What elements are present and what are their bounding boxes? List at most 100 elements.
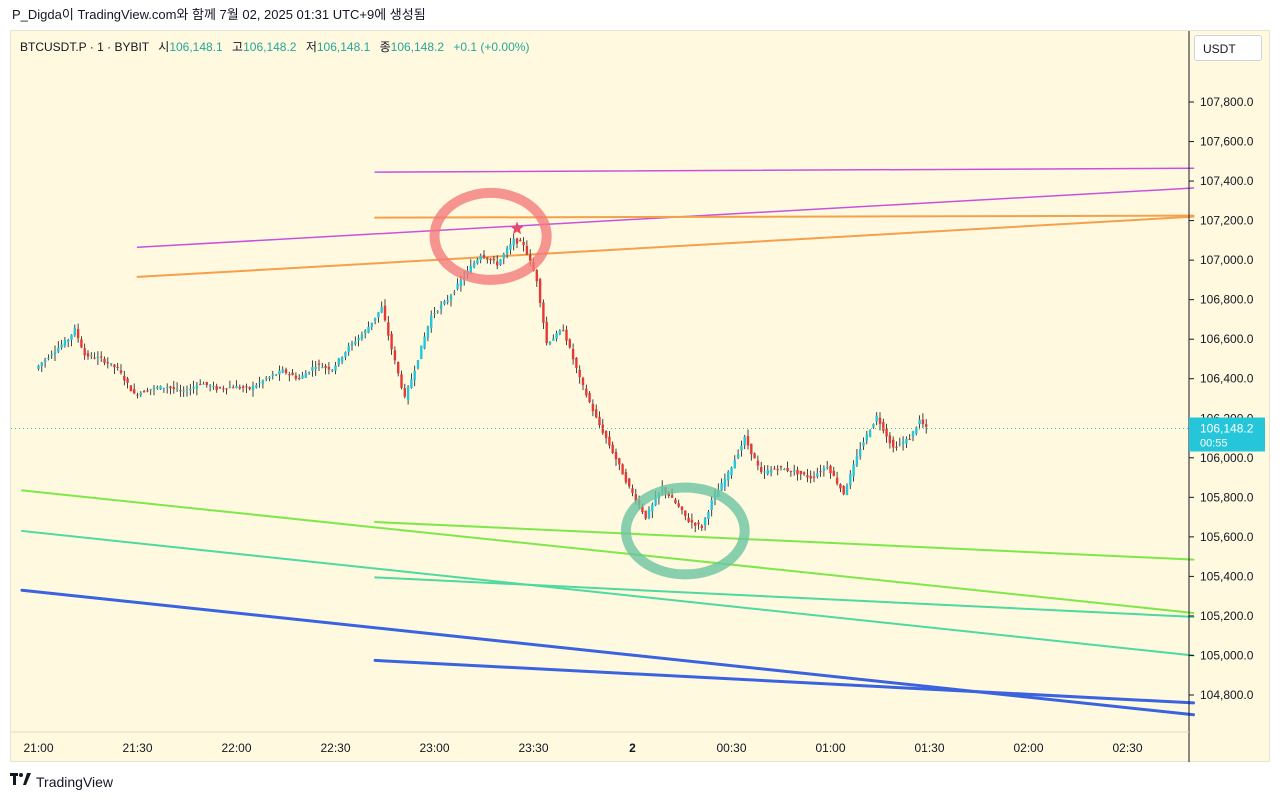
candle [416, 359, 420, 370]
candle-body [218, 387, 222, 389]
candle [888, 432, 892, 449]
candle-body [753, 453, 756, 459]
candle-body [855, 455, 859, 466]
candle-body [268, 376, 271, 379]
candle-body [565, 329, 568, 341]
candle-body [225, 388, 228, 390]
candle [690, 513, 694, 529]
candle-body [496, 261, 499, 266]
candle [373, 317, 377, 325]
candle-body [806, 475, 809, 478]
x-axis: 21:00 21:30 22:00 22:30 23:00 23:30 2 00:30 01:0… [23, 741, 1142, 755]
candle [261, 379, 265, 389]
candle [212, 381, 215, 390]
candle-body [103, 358, 106, 363]
candle-body [888, 435, 892, 444]
candle-body [727, 471, 730, 481]
candle-body [608, 436, 611, 446]
candle [129, 385, 133, 392]
candle [57, 341, 60, 354]
candle [133, 383, 136, 395]
candle-body [383, 305, 387, 321]
candle [449, 293, 453, 307]
candle-body [865, 434, 868, 441]
candle [486, 257, 489, 264]
candle-body [189, 389, 192, 391]
candle [915, 426, 918, 436]
last-price-badge: 106,148.2 00:55 [1189, 417, 1265, 452]
candle-body [819, 471, 822, 473]
candle-body [139, 392, 142, 396]
y-axis: 104,800.0 105,000.0 105,200.0 105,400.0 105,… [1189, 95, 1254, 702]
footer-brand: TradingView [10, 770, 113, 794]
candle-body [571, 349, 575, 360]
candle [301, 371, 304, 380]
candle-body [697, 522, 700, 525]
currency-button[interactable]: USDT [1194, 35, 1262, 61]
candle-body [482, 254, 486, 258]
candle-body [631, 488, 634, 493]
candle [208, 384, 212, 392]
candle-body [265, 378, 268, 380]
candle [872, 423, 875, 429]
candle [50, 350, 53, 359]
candle-body [733, 460, 736, 469]
x-tick-label: 23:30 [518, 741, 548, 755]
candle [67, 338, 70, 348]
candle [195, 381, 199, 396]
candle-body [208, 385, 212, 387]
candle-body [700, 525, 703, 529]
candle-body [898, 443, 901, 445]
y-tick-label: 105,800.0 [1200, 490, 1254, 504]
candle [680, 506, 684, 515]
candle [849, 470, 852, 490]
candle-body [393, 350, 397, 361]
candle-body [720, 482, 723, 491]
candle-body [591, 403, 595, 412]
candle-body [826, 467, 829, 469]
attribution-bar: P_Digda이 TradingView.com와 함께 7월 02, 2025… [0, 0, 1280, 30]
candle-body [73, 327, 76, 336]
candle [284, 367, 288, 375]
candle [624, 468, 628, 485]
candle-body [182, 390, 185, 392]
candle-body [334, 365, 337, 371]
candle [519, 237, 522, 242]
candle-body [109, 363, 113, 365]
candle [123, 370, 126, 386]
candle-body [76, 328, 80, 339]
candle [555, 330, 558, 342]
candle [380, 301, 383, 314]
candle [340, 356, 344, 365]
candle [763, 465, 766, 480]
candle-body [324, 365, 327, 368]
candle-body [261, 380, 265, 384]
candle [802, 471, 806, 476]
candle [674, 497, 677, 505]
candle [232, 384, 235, 389]
candle-body [750, 443, 753, 455]
candle [426, 325, 430, 342]
candle [106, 357, 109, 369]
candle-body [621, 464, 624, 475]
candle [727, 470, 730, 487]
symbol-name[interactable]: BTCUSDT.P · 1 · BYBIT [20, 40, 149, 54]
candle [113, 363, 116, 374]
candle-body [614, 451, 618, 460]
candle-body [776, 469, 779, 471]
trendline-short-purple [374, 167, 1195, 173]
candle-body [47, 357, 50, 359]
candle-body [835, 477, 839, 484]
y-tick-label: 107,200.0 [1200, 214, 1254, 228]
chart-frame[interactable] [10, 30, 1270, 762]
trendline-long-teal [21, 529, 1195, 657]
candle-body [331, 369, 334, 371]
candle [321, 362, 324, 369]
candle-body [179, 390, 182, 392]
candle-body [53, 352, 57, 355]
candle-body [397, 362, 400, 374]
candle-body [360, 334, 364, 340]
candle-body [433, 313, 436, 315]
candle [235, 380, 238, 389]
